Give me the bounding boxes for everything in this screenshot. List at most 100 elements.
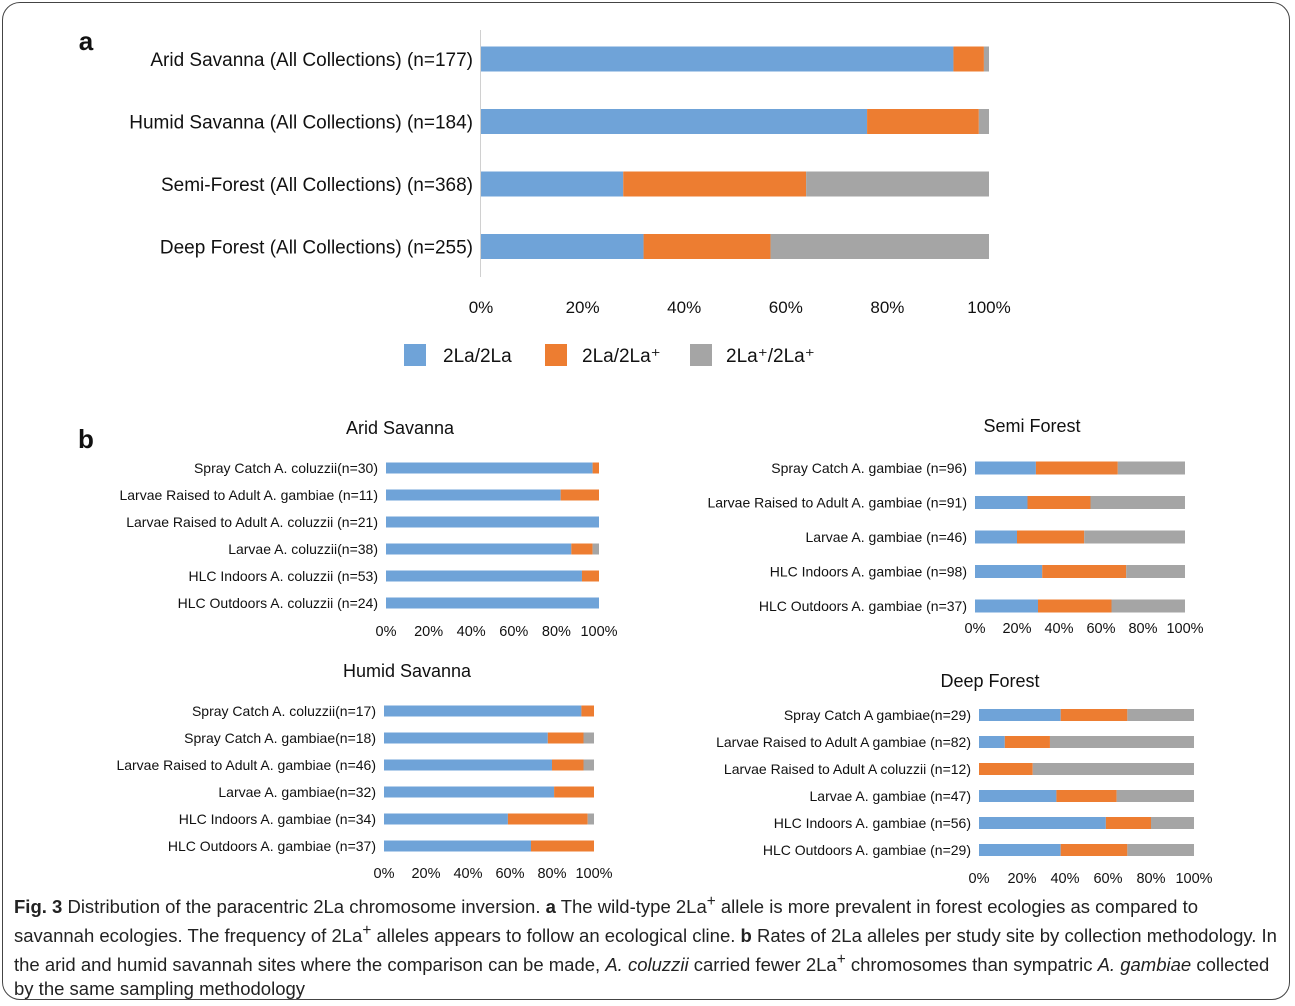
category-label: Deep Forest (All Collections) (n=255) [160,237,473,258]
bar-segment [386,462,593,474]
tick-label: 0% [969,871,990,887]
category-label: Semi-Forest (All Collections) (n=368) [161,175,473,196]
bar-segment [384,840,531,852]
bar-segment [481,46,954,72]
tick-label: 60% [499,624,528,640]
category-label: HLC Indoors A. gambiae (n=34) [179,811,376,827]
bar-segment [547,732,584,744]
bar-segment [975,565,1043,578]
bar-segment [643,234,771,259]
bar-segment [583,759,594,771]
caption-superscript: + [836,951,846,969]
category-label: HLC Indoors A. gambiae (n=56) [774,815,971,831]
category-label: Spray Catch A gambiae(n=29) [784,707,971,723]
tick-label: 80% [537,866,566,882]
bar-segment [1032,763,1194,775]
bar-segment [975,461,1036,475]
bar-segment [587,813,594,825]
category-label: Larvae A. coluzzii(n=38) [228,541,378,557]
bar-segment [507,813,588,825]
category-label: HLC Indoors A. coluzzii (n=53) [189,568,378,584]
tick-label: 80% [542,624,571,640]
category-label: HLC Outdoors A. gambiae (n=29) [763,842,971,858]
bar-segment [979,817,1106,829]
bar-segment [770,234,989,259]
tick-label: 100% [580,624,617,640]
chart-title: Deep Forest [940,671,1039,691]
bar-segment [1035,461,1118,475]
caption-text: alleles appears to follow an ecological … [371,925,741,947]
bar-segment [1027,496,1091,509]
bar-segment [1117,461,1185,475]
caption-a-label: a [545,896,556,918]
bar-segment [481,171,624,197]
category-label: HLC Outdoors A. gambiae (n=37) [168,838,376,854]
legend-label: 2La/2La⁺ [582,346,661,367]
bar-segment [531,840,594,852]
bar-segment [386,543,572,555]
caption-text: collected by the same sampling methodolo… [14,954,1270,1000]
bar-segment [1017,530,1085,544]
caption-species: A. gambiae [1097,954,1192,976]
bar-segment [1090,496,1185,509]
caption-intro: Distribution of the paracentric 2La chro… [62,896,546,918]
caption-text: The wild-type 2La [555,896,707,918]
panel-letter-a: a [79,26,94,56]
tick-label: 60% [1086,621,1115,637]
tick-label: 60% [1093,871,1122,887]
bar-segment [978,109,989,134]
caption-text: chromosomes than sympatric [845,954,1098,976]
category-label: Larvae Raised to Adult A coluzzii (n=12) [724,761,971,777]
category-label: Spray Catch A. gambiae (n=96) [771,460,967,476]
bar-segment [384,786,555,798]
bar-segment [975,496,1028,509]
bar-segment [1004,736,1050,748]
tick-label: 60% [769,298,803,317]
bar-segment [386,489,561,501]
caption-superscript: + [362,922,372,940]
legend-swatch [690,344,712,366]
bar-segment [554,786,594,798]
bar-segment [1151,817,1194,829]
bar-segment [386,516,599,528]
bar-segment [1042,565,1127,578]
tick-label: 20% [1007,871,1036,887]
caption-text: Rates of 2La alleles per study site by c… [14,925,1277,976]
bar-segment [975,530,1017,544]
bar-segment [1038,599,1112,613]
category-label: HLC Indoors A. gambiae (n=98) [770,564,967,580]
bar-segment [386,570,582,582]
tick-label: 0% [469,298,494,317]
bar-segment [1049,736,1194,748]
tick-label: 100% [967,298,1010,317]
category-label: Spray Catch A. gambiae(n=18) [184,730,376,746]
bar-segment [571,543,593,555]
category-label: Larvae Raised to Adult A. coluzzii (n=21… [126,514,378,530]
category-label: Spray Catch A. coluzzii(n=17) [192,703,376,719]
bar-segment [623,171,807,197]
tick-label: 20% [1002,621,1031,637]
bar-segment [386,597,599,609]
bar-segment [1060,709,1128,721]
category-label: Humid Savanna (All Collections) (n=184) [129,112,473,133]
caption-superscript: + [706,893,716,910]
bar-segment [806,171,989,197]
bar-segment [592,462,599,474]
bar-segment [581,570,599,582]
category-label: Larvae Raised to Adult A. gambiae (n=91) [707,495,967,511]
chart-title: Arid Savanna [346,418,455,438]
tick-label: 40% [1050,871,1079,887]
bar-segment [1126,565,1185,578]
tick-label: 60% [495,866,524,882]
tick-label: 0% [376,624,397,640]
bar-segment [1111,599,1185,613]
bar-segment [1105,817,1151,829]
caption-species: A. coluzzii [605,954,689,976]
bar-segment [592,543,599,555]
bar-segment [384,813,508,825]
caption-figure-label: Fig. 3 [14,896,63,918]
category-label: Larvae A. gambiae (n=46) [806,529,968,545]
tick-label: 20% [566,298,600,317]
bar-segment [481,109,868,134]
